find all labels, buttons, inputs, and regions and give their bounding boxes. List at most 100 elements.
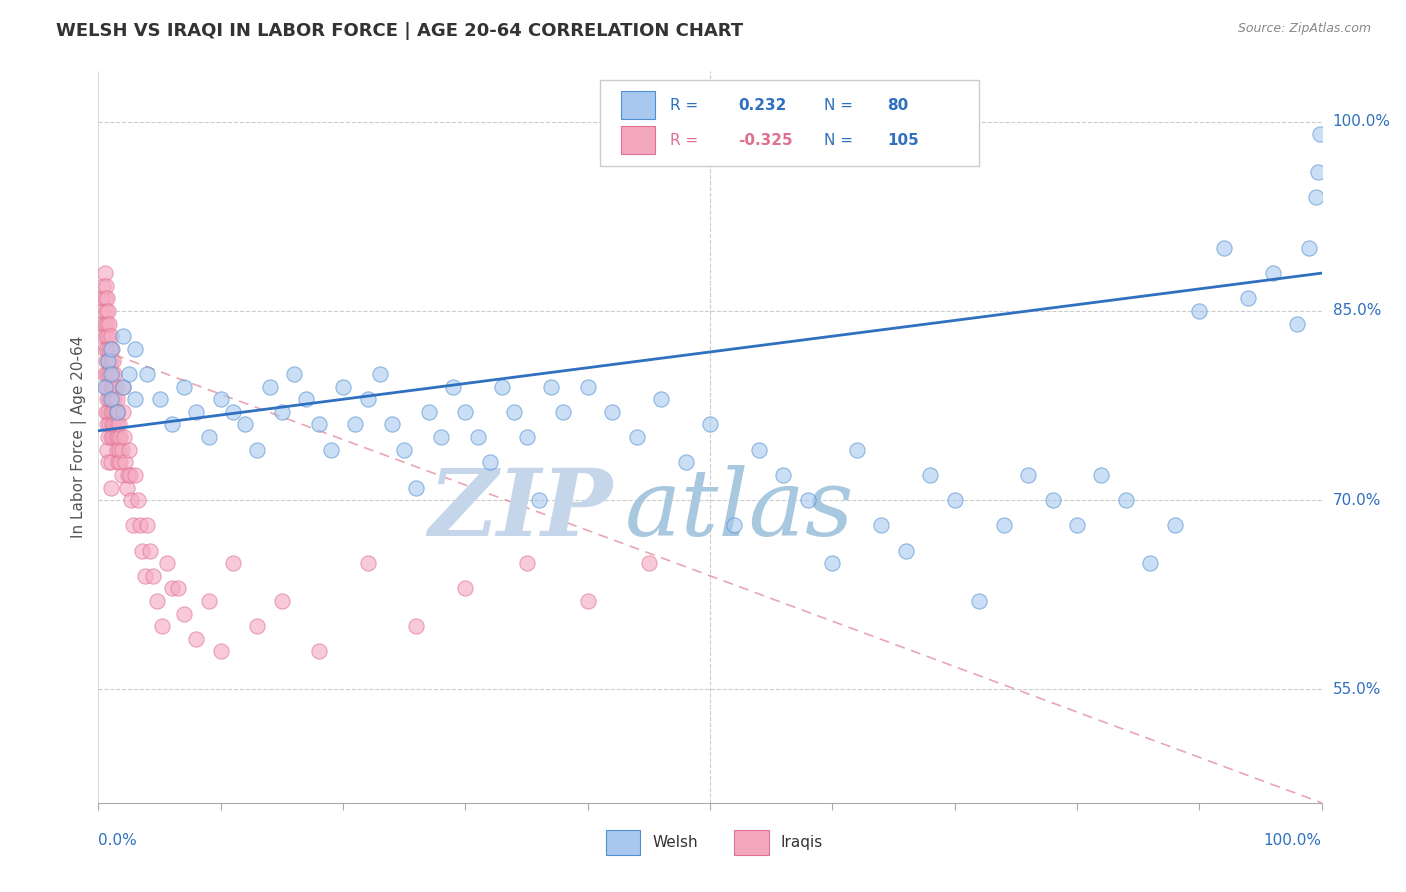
Point	[101, 379, 124, 393]
Point	[111, 405, 134, 419]
Point	[97, 354, 120, 368]
Point	[772, 467, 794, 482]
Point	[1261, 266, 1284, 280]
Point	[94, 278, 117, 293]
Text: R =: R =	[669, 98, 697, 113]
Point	[97, 379, 120, 393]
Point	[93, 317, 115, 331]
Point	[110, 430, 132, 444]
Point	[100, 329, 122, 343]
Point	[103, 392, 125, 407]
Point	[96, 417, 118, 432]
Point	[1164, 518, 1187, 533]
Point	[94, 329, 117, 343]
Point	[94, 379, 117, 393]
Point	[405, 481, 427, 495]
Point	[104, 379, 127, 393]
Point	[1017, 467, 1039, 482]
Point	[108, 417, 131, 432]
Point	[101, 367, 124, 381]
Point	[131, 543, 153, 558]
Point	[156, 556, 179, 570]
Point	[197, 430, 219, 444]
Point	[650, 392, 672, 407]
Text: 105: 105	[887, 133, 920, 148]
Point	[136, 518, 159, 533]
Point	[105, 417, 128, 432]
Bar	[734, 830, 769, 855]
Point	[356, 392, 378, 407]
Point	[1042, 493, 1064, 508]
Point	[98, 417, 121, 432]
Point	[93, 342, 115, 356]
Point	[120, 467, 142, 482]
Point	[1309, 128, 1331, 142]
Point	[101, 417, 124, 432]
Point	[478, 455, 501, 469]
Point	[430, 430, 453, 444]
Point	[209, 644, 232, 658]
Point	[93, 367, 115, 381]
Point	[149, 392, 172, 407]
Point	[150, 619, 173, 633]
Point	[675, 455, 697, 469]
Point	[91, 291, 114, 305]
Point	[91, 317, 114, 331]
Point	[920, 467, 942, 482]
Text: Source: ZipAtlas.com: Source: ZipAtlas.com	[1237, 22, 1371, 36]
Point	[111, 379, 134, 393]
Point	[104, 405, 127, 419]
Point	[1090, 467, 1112, 482]
Point	[96, 367, 118, 381]
Bar	[606, 830, 640, 855]
Point	[186, 632, 208, 646]
Point	[97, 430, 120, 444]
Text: 70.0%: 70.0%	[1333, 492, 1381, 508]
Point	[1298, 241, 1320, 255]
Point	[142, 569, 165, 583]
Point	[993, 518, 1015, 533]
Text: 0.232: 0.232	[738, 98, 786, 113]
Point	[91, 329, 114, 343]
Point	[100, 430, 122, 444]
Point	[107, 455, 129, 469]
Point	[96, 342, 118, 356]
Point	[197, 594, 219, 608]
Point	[870, 518, 893, 533]
Point	[105, 442, 128, 457]
Text: -0.325: -0.325	[738, 133, 793, 148]
Point	[100, 379, 122, 393]
Point	[118, 367, 141, 381]
Point	[553, 405, 575, 419]
Point	[1139, 556, 1161, 570]
Point	[97, 354, 120, 368]
Point	[111, 379, 134, 393]
Point	[723, 518, 745, 533]
Point	[121, 518, 143, 533]
Point	[381, 417, 404, 432]
Point	[139, 543, 162, 558]
Point	[173, 607, 195, 621]
Point	[454, 405, 477, 419]
Point	[308, 417, 330, 432]
Point	[107, 405, 129, 419]
Point	[103, 367, 125, 381]
Point	[107, 430, 129, 444]
Point	[94, 405, 117, 419]
Text: WELSH VS IRAQI IN LABOR FORCE | AGE 20-64 CORRELATION CHART: WELSH VS IRAQI IN LABOR FORCE | AGE 20-6…	[56, 22, 744, 40]
Y-axis label: In Labor Force | Age 20-64: In Labor Force | Age 20-64	[72, 336, 87, 538]
Point	[111, 329, 134, 343]
Point	[173, 379, 195, 393]
Text: R =: R =	[669, 133, 697, 148]
Bar	[620, 91, 655, 119]
Point	[332, 379, 354, 393]
Point	[308, 644, 330, 658]
Point	[98, 317, 121, 331]
Point	[100, 392, 122, 407]
Point	[344, 417, 367, 432]
FancyBboxPatch shape	[600, 80, 979, 167]
Point	[97, 405, 120, 419]
Point	[97, 304, 120, 318]
Point	[167, 582, 190, 596]
Point	[283, 367, 305, 381]
